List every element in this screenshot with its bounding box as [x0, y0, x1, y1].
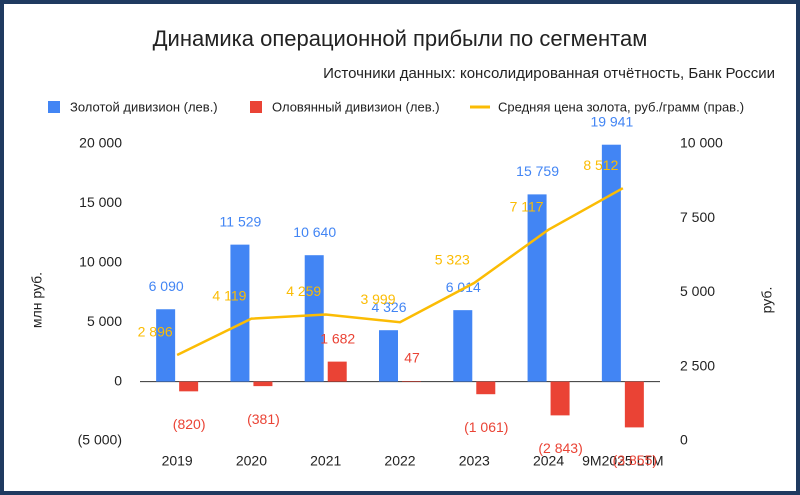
legend-label: Оловянный дивизион (лев.) [272, 99, 440, 114]
legend-label: Средняя цена золота, руб./грамм (прав.) [498, 99, 744, 114]
y-tick-label: 0 [114, 372, 122, 388]
data-label: 4 326 [371, 299, 406, 315]
data-label: 8 512 [583, 157, 618, 173]
y-tick-label: 5 000 [87, 313, 122, 329]
bar [156, 309, 176, 382]
x-tick-label: 2020 [236, 453, 267, 469]
bar [527, 194, 547, 382]
x-tick-label: 9M2025 LTM [582, 453, 663, 469]
data-label: 15 759 [516, 163, 559, 179]
bar [304, 255, 324, 382]
y2-axis-title: руб. [759, 287, 775, 314]
y2-tick-label: 10 000 [680, 135, 723, 151]
data-label: 4 119 [212, 287, 246, 303]
legend-swatch [250, 101, 262, 113]
bar [601, 144, 621, 382]
bar [476, 381, 496, 395]
data-label: 19 941 [590, 113, 633, 129]
y2-tick-label: 5 000 [680, 283, 715, 299]
data-label: 7 117 [510, 198, 544, 214]
x-tick-label: 2023 [459, 453, 490, 469]
x-tick-label: 2022 [384, 453, 415, 469]
chart-subtitle: Источники данных: консолидированная отчё… [323, 65, 775, 82]
data-label: 5 323 [435, 252, 470, 268]
chart-title: Динамика операционной прибыли по сегмент… [153, 26, 648, 51]
bar [230, 244, 250, 382]
y-tick-label: (5 000) [78, 432, 122, 448]
bar [624, 381, 644, 428]
data-label: 11 529 [220, 213, 262, 229]
bar [453, 310, 473, 382]
data-label: (820) [173, 416, 206, 432]
data-label: 1 682 [320, 330, 355, 346]
y-tick-label: 10 000 [79, 254, 122, 270]
bar [550, 381, 570, 416]
data-label: 6 090 [149, 278, 184, 294]
bar [253, 381, 273, 387]
data-label: 2 896 [138, 324, 173, 340]
y-tick-label: 15 000 [79, 194, 122, 210]
bar [402, 381, 421, 382]
legend-label: Золотой дивизион (лев.) [70, 99, 218, 114]
data-label: 3 999 [360, 291, 395, 307]
y2-tick-label: 2 500 [680, 357, 715, 373]
bar [379, 330, 398, 382]
data-label: 4 259 [286, 283, 321, 299]
x-tick-label: 2024 [533, 453, 564, 469]
data-label: (381) [247, 411, 280, 427]
y-axis-title: млн руб. [29, 272, 45, 328]
data-label: (2 843) [538, 440, 582, 456]
data-label: 47 [404, 350, 420, 366]
bar [179, 381, 199, 392]
line [176, 187, 624, 357]
x-tick-label: 2021 [310, 453, 341, 469]
data-label: (3 855) [613, 452, 657, 468]
y-tick-label: 20 000 [79, 135, 122, 151]
y2-tick-label: 0 [680, 432, 688, 448]
legend-swatch [48, 101, 60, 113]
bar [327, 361, 347, 382]
y2-tick-label: 7 500 [680, 209, 715, 225]
x-tick-label: 2019 [162, 453, 193, 469]
data-label: (1 061) [464, 419, 508, 435]
data-label: 10 640 [293, 224, 336, 240]
